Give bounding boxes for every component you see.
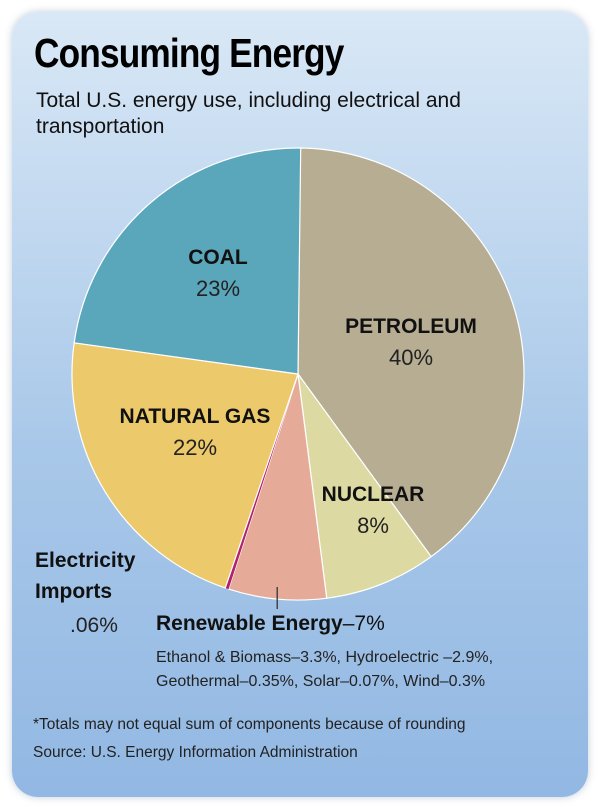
slice-label-coal: COAL	[188, 246, 248, 269]
electricity-imports-label-line2: Imports	[35, 580, 113, 603]
slice-value-nuclear: 8%	[357, 513, 389, 538]
slice-label-nuclear: NUCLEAR	[322, 483, 425, 506]
renewable-energy-name: Renewable Energy	[156, 612, 343, 635]
electricity-imports-label-line1: Electricity	[35, 549, 136, 572]
source-note: Source: U.S. Energy Information Administ…	[33, 744, 358, 761]
renewable-energy-label: Renewable Energy–7%	[156, 612, 385, 636]
pie-slice-nuclear	[297, 373, 432, 599]
chart-subtitle: Total U.S. energy use, including electri…	[36, 89, 461, 138]
chart-title: Consuming Energy	[34, 30, 344, 76]
renewable-breakdown-line2: Geothermal–0.35%, Solar–0.07%, Wind–0.3%	[156, 673, 486, 690]
slice-label-petroleum: PETROLEUM	[345, 315, 477, 338]
pie-slice-coal	[73, 147, 302, 375]
electricity-imports-value: .06%	[70, 614, 118, 637]
renewable-breakdown-line1: Ethanol & Biomass–3.3%, Hydroelectric –2…	[156, 649, 494, 666]
slice-value-natural-gas: 22%	[173, 435, 217, 460]
slice-value-petroleum: 40%	[389, 345, 433, 370]
footnote: *Totals may not equal sum of components …	[33, 716, 466, 733]
slice-value-coal: 23%	[196, 276, 240, 301]
slice-label-natural-gas: NATURAL GAS	[120, 405, 271, 428]
renewable-energy-value: –7%	[342, 612, 385, 635]
pie-slice-natural-gas	[71, 342, 299, 589]
pie-slice-petroleum	[297, 147, 525, 558]
